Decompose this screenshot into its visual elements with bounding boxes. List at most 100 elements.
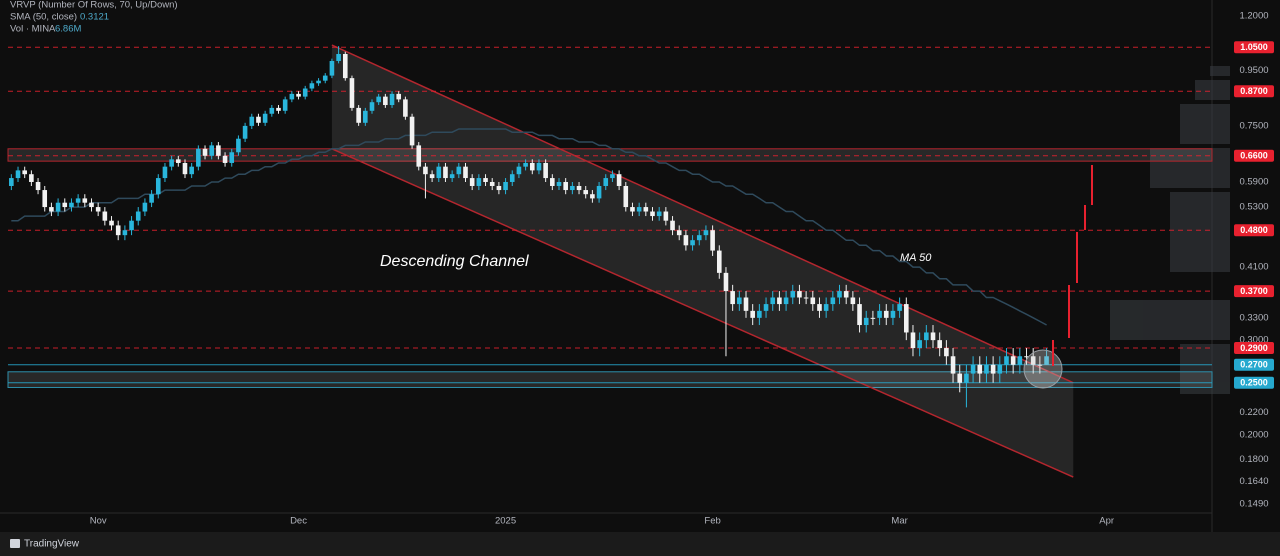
- profile-bar: [1180, 344, 1230, 394]
- candle-body: [182, 162, 188, 175]
- candle-body: [55, 202, 61, 212]
- candle-body: [797, 291, 802, 298]
- candle-body: [176, 159, 181, 163]
- candle-body: [529, 162, 535, 171]
- candle-body: [289, 93, 295, 100]
- y-tick-label: 0.1640: [1239, 476, 1268, 487]
- candle-body: [1010, 356, 1016, 365]
- candle-body: [863, 317, 869, 326]
- candle-body: [757, 310, 762, 318]
- candle-body: [429, 174, 435, 179]
- level-tag: [1234, 376, 1274, 389]
- candle-body: [463, 166, 468, 179]
- candle-body: [810, 297, 816, 305]
- candle-body: [877, 310, 882, 318]
- candle-body: [1044, 356, 1049, 365]
- candle-body: [483, 178, 488, 182]
- candle-body: [202, 148, 208, 156]
- candle-body: [469, 178, 475, 186]
- y-tick-label: 0.2000: [1239, 429, 1268, 440]
- candle-body: [737, 297, 742, 305]
- candle-body: [276, 107, 281, 111]
- ma-label: MA 50: [900, 252, 932, 264]
- candle-body: [89, 202, 94, 208]
- y-tick-label: 0.5300: [1239, 202, 1268, 213]
- level-label: 0.4800: [1240, 225, 1268, 235]
- level-tag: [1234, 342, 1274, 355]
- candle-body: [155, 178, 161, 195]
- candle-body: [449, 174, 455, 179]
- candle-body: [262, 113, 268, 123]
- candle-body: [42, 190, 48, 208]
- candle-body: [977, 364, 983, 374]
- candle-body: [964, 373, 969, 383]
- candle-body: [890, 310, 896, 318]
- candle-body: [770, 297, 776, 305]
- y-tick-label: 0.1800: [1239, 454, 1268, 465]
- candle-body: [316, 80, 321, 84]
- candle-body: [236, 138, 241, 153]
- candle-body: [857, 304, 862, 326]
- x-tick-label: Dec: [290, 516, 307, 527]
- candle-body: [109, 220, 114, 226]
- candle-body: [897, 304, 902, 311]
- y-tick-label: 0.4100: [1239, 262, 1268, 273]
- candle-body: [356, 107, 361, 123]
- candle-body: [563, 181, 568, 191]
- candle-body: [75, 198, 81, 203]
- candle-body: [209, 145, 215, 156]
- brand: TradingView: [24, 539, 80, 550]
- candle-body: [610, 174, 615, 179]
- candle-body: [650, 211, 655, 217]
- candle-body: [135, 211, 141, 221]
- candle-body: [596, 185, 602, 199]
- candle-body: [363, 110, 368, 123]
- candle-body: [850, 297, 856, 305]
- profile-bar: [1180, 104, 1230, 144]
- candle-body: [570, 185, 575, 191]
- y-tick-label: 0.9500: [1239, 65, 1268, 76]
- candle-body: [336, 53, 341, 61]
- profile-bar: [1110, 300, 1230, 340]
- candle-body: [683, 235, 689, 246]
- candle-body: [476, 178, 482, 186]
- legend-vol: Vol · MINA: [10, 24, 56, 35]
- candle-body: [944, 348, 949, 357]
- candle-body: [543, 162, 548, 179]
- candle-body: [436, 166, 442, 179]
- candle-body: [970, 364, 976, 374]
- candle-body: [576, 185, 582, 191]
- candle-body: [282, 99, 288, 111]
- level-label: 1.0500: [1240, 42, 1268, 52]
- profile-bar: [1170, 192, 1230, 272]
- candle-body: [730, 291, 735, 305]
- channel-label: Descending Channel: [380, 253, 529, 270]
- candle-body: [169, 159, 174, 167]
- candle-body: [750, 310, 755, 318]
- level-label: 0.8700: [1240, 86, 1268, 96]
- candle-body: [35, 181, 41, 191]
- candle-body: [369, 102, 375, 111]
- candle-body: [322, 75, 328, 81]
- candle-body: [509, 174, 515, 182]
- profile-bar: [1150, 148, 1230, 188]
- candle-body: [676, 230, 682, 236]
- candle-body: [1024, 356, 1029, 358]
- candle-body: [162, 166, 168, 179]
- candle-body: [222, 155, 228, 163]
- candle-body: [82, 198, 88, 203]
- channel-line: [331, 148, 1074, 478]
- level-label: 0.2900: [1240, 343, 1268, 353]
- y-tick-label: 0.2200: [1239, 407, 1268, 418]
- candle-body: [389, 93, 395, 106]
- candle-body: [242, 125, 248, 139]
- candle-body: [763, 304, 769, 311]
- legend-sma-value: 0.3121: [80, 12, 109, 23]
- candle-body: [9, 178, 14, 186]
- candle-body: [229, 152, 235, 163]
- candle-body: [403, 99, 408, 117]
- legend-vrvp: VRVP (Number Of Rows, 70, Up/Down): [10, 0, 178, 11]
- level-label: 0.6600: [1240, 151, 1268, 161]
- candle-body: [583, 190, 589, 195]
